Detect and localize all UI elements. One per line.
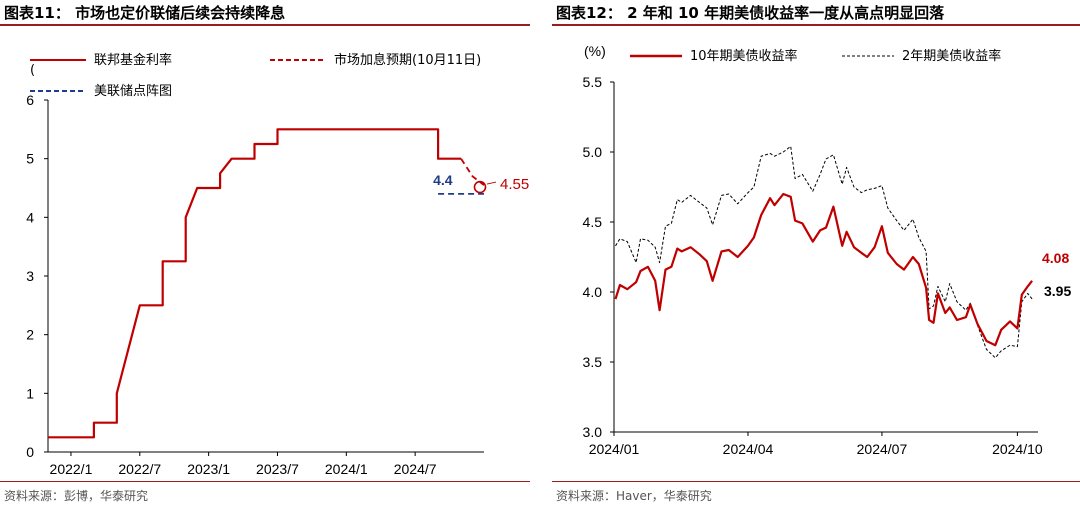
- left-legend-label: 市场加息预期(10月11日): [334, 52, 481, 68]
- left-legend-label: 美联储点阵图: [94, 84, 172, 99]
- right-x-tick-label: 2024/04: [723, 441, 774, 457]
- left-paren-glyph: (: [30, 63, 35, 78]
- left-y-tick-label: 6: [26, 92, 34, 108]
- right-chart-title: 图表12： 2 年和 10 年期美债收益率一度从高点明显回落: [556, 4, 945, 22]
- left-x-tick-label: 2022/7: [118, 461, 161, 477]
- left-annotation-dot-plot: 4.4: [433, 172, 453, 188]
- left-y-tick-label: 5: [26, 151, 34, 167]
- left-annotation-circle-marker: [473, 180, 487, 194]
- left-y-tick-label: 4: [26, 209, 34, 225]
- right-y-tick-label: 4.0: [583, 284, 603, 300]
- right-chart-source: 资料来源：Haver，华泰研究: [556, 489, 712, 503]
- right-series-2y-line: [615, 145, 1033, 359]
- right-y-tick-label: 3.0: [583, 424, 603, 440]
- left-x-tick-label: 2023/7: [256, 461, 299, 477]
- right-y-tick-label: 5.5: [583, 74, 603, 90]
- left-y-tick-label: 0: [26, 444, 34, 460]
- right-x-tick-label: 2024/10: [992, 441, 1043, 457]
- left-chart-panel: 图表11： 市场也定价联储后续会持续降息 0 1 2 3 4 5 6 2022/1 2022/7…: [0, 0, 530, 506]
- left-annotation-market: 4.55: [500, 176, 529, 193]
- left-series-fed-funds-line: [48, 128, 462, 439]
- right-annotation-10y-end: 4.08: [1042, 250, 1069, 266]
- left-chart-title: 图表11： 市场也定价联储后续会持续降息: [4, 4, 286, 22]
- right-x-tick-label: 2024/07: [857, 441, 908, 457]
- right-y-tick-label: 4.5: [583, 214, 603, 230]
- right-chart-svg: (%) 3.0 3.5 4.0 4.5 5.0 5.5 2024/01 2024/04 2024/…: [583, 43, 1072, 457]
- right-title-rule: [552, 24, 1080, 26]
- left-annotation-leader: [486, 181, 497, 185]
- right-y-tick-label: 3.5: [583, 354, 603, 370]
- right-series-10y-line: [614, 192, 1033, 347]
- left-y-tick-label: 1: [26, 385, 34, 401]
- left-y-tick-label: 2: [26, 327, 34, 343]
- left-x-tick-label: 2023/1: [187, 461, 230, 477]
- left-title-rule: [0, 24, 530, 26]
- right-source-rule: [552, 481, 1080, 482]
- left-chart-svg: 0 1 2 3 4 5 6 2022/1 2022/7 2023/1 2023/7 2024/1 202…: [26, 52, 529, 477]
- left-chart-source: 资料来源：彭博，华泰研究: [4, 489, 149, 503]
- left-source-rule: [0, 481, 530, 482]
- left-x-tick-label: 2024/1: [325, 461, 368, 477]
- right-legend-label: 2年期美债收益率: [902, 48, 1001, 64]
- right-y-tick-label: 5.0: [583, 144, 603, 160]
- left-x-tick-label: 2022/1: [50, 461, 93, 477]
- left-x-tick-label: 2024/7: [394, 461, 437, 477]
- right-annotation-2y-end: 3.95: [1044, 283, 1071, 299]
- right-chart-panel: 图表12： 2 年和 10 年期美债收益率一度从高点明显回落 (%) 3.0 3.5…: [552, 0, 1080, 506]
- left-legend-label: 联邦基金利率: [94, 52, 172, 68]
- right-legend-label: 10年期美债收益率: [690, 48, 798, 64]
- left-y-tick-label: 3: [26, 268, 34, 284]
- right-y-axis-unit: (%): [584, 43, 606, 59]
- right-x-tick-label: 2024/01: [589, 441, 640, 457]
